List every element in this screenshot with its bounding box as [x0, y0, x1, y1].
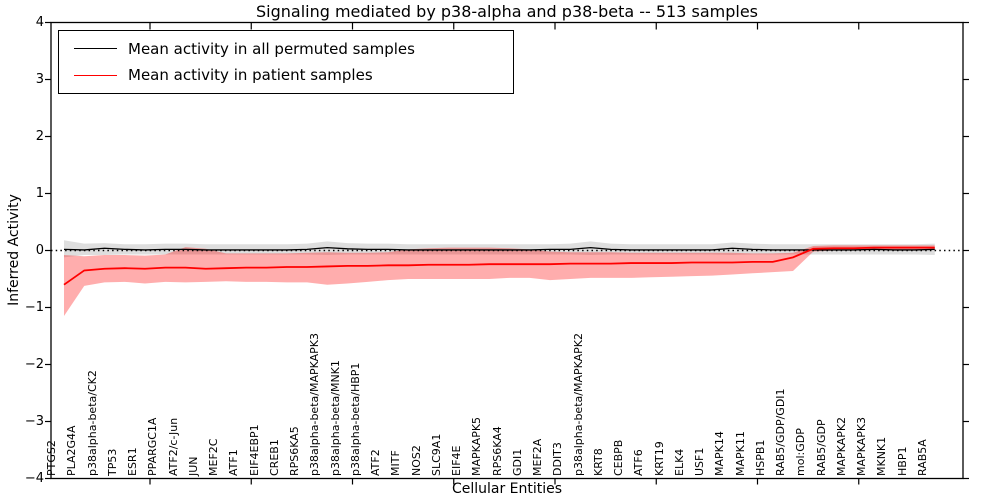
y-tick-label: −2 — [24, 356, 44, 372]
y-tick-label: 4 — [35, 14, 44, 30]
permuted-mean-line — [63, 246, 935, 251]
x-category-label: PPARGC1A — [146, 417, 160, 476]
x-category-label: ATF2 — [369, 449, 382, 476]
x-category-label: ATF2/c-Jun — [166, 417, 180, 476]
x-category-label: HSPB1 — [753, 439, 767, 476]
x-category-label: p38alpha-beta/MAPKAPK3 — [308, 333, 322, 476]
legend-label-patient: Mean activity in patient samples — [128, 66, 373, 85]
legend-entry-permuted: Mean activity in all permuted samples — [74, 40, 513, 58]
x-category-label: p38alpha-beta/HBP1 — [348, 362, 362, 476]
x-category-label: JUN — [186, 456, 200, 476]
y-tick-label: 3 — [35, 71, 44, 87]
x-category-label: MAPKAPK2 — [834, 416, 848, 476]
x-category-label: p38alpha-beta/CK2 — [85, 370, 99, 476]
y-tick-label: 0 — [35, 242, 44, 258]
x-category-label: RAB5A — [915, 439, 929, 476]
x-category-label: MKNK1 — [875, 436, 889, 476]
y-tick-label: 1 — [35, 185, 44, 201]
permuted-confidence-band — [64, 240, 935, 258]
x-category-label: RPS6KA5 — [288, 426, 301, 476]
y-tick-label: −1 — [24, 299, 44, 315]
x-axis-label: Cellular Entities — [451, 481, 563, 497]
x-category-label: SLC9A1 — [429, 433, 443, 476]
x-category-label: KRT19 — [652, 441, 666, 476]
x-category-label: MAPK14 — [713, 431, 727, 476]
x-category-label: MEF2A — [531, 438, 544, 476]
x-category-label: MITF — [389, 450, 403, 476]
x-category-label: MEF2C — [207, 438, 220, 476]
legend-label-permuted: Mean activity in all permuted samples — [128, 39, 415, 58]
x-category-label: RPS6KA4 — [490, 426, 504, 476]
x-category-label: p38alpha-beta/MNK1 — [328, 360, 342, 476]
legend-entry-patient: Mean activity in patient samples — [74, 66, 513, 84]
x-category-label: CEBPB — [612, 439, 625, 476]
y-tick-label: −4 — [24, 470, 44, 486]
patient-mean-line — [63, 246, 935, 286]
x-category-label: p38alpha-beta/MAPKAPK2 — [571, 333, 585, 476]
x-category-label: ESR1 — [126, 447, 139, 476]
y-tick-label: 2 — [35, 128, 44, 144]
x-category-label: MAPKAPK5 — [470, 416, 484, 476]
permuted-line-swatch-icon — [74, 48, 117, 50]
x-category-label: HBP1 — [895, 446, 909, 476]
x-category-label: mol:GDP — [794, 428, 808, 476]
x-category-label: PTGS2 — [45, 440, 58, 476]
x-category-label: TP53 — [105, 448, 119, 476]
x-category-label: RAB5/GDP — [814, 419, 828, 476]
x-category-label: RAB5/GDP/GDI1 — [774, 388, 787, 476]
x-category-label: NOS2 — [409, 445, 423, 476]
chart-title: Signaling mediated by p38-alpha and p38-… — [255, 2, 758, 21]
x-category-label: EIF4EBP1 — [247, 424, 261, 476]
patient-line-swatch-icon — [74, 74, 117, 76]
x-category-label: ATF6 — [632, 449, 646, 476]
x-category-label: CREB1 — [267, 439, 281, 476]
x-category-label: MAPK11 — [733, 431, 747, 476]
x-category-label: USF1 — [693, 447, 706, 476]
x-category-label: KRT8 — [591, 448, 605, 476]
x-category-label: ATF1 — [227, 449, 241, 476]
legend: Mean activity in all permuted samples Me… — [58, 30, 514, 94]
x-category-label: DDIT3 — [551, 442, 565, 476]
x-category-label: EIF4E — [450, 445, 463, 476]
x-category-label: ELK4 — [672, 448, 686, 476]
y-tick-label: −3 — [24, 413, 44, 429]
patient-confidence-band — [64, 245, 935, 317]
x-category-label: MAPKAPK3 — [855, 416, 868, 476]
x-category-label: GDI1 — [510, 448, 524, 476]
x-category-label: PLA2G4A — [65, 425, 79, 476]
